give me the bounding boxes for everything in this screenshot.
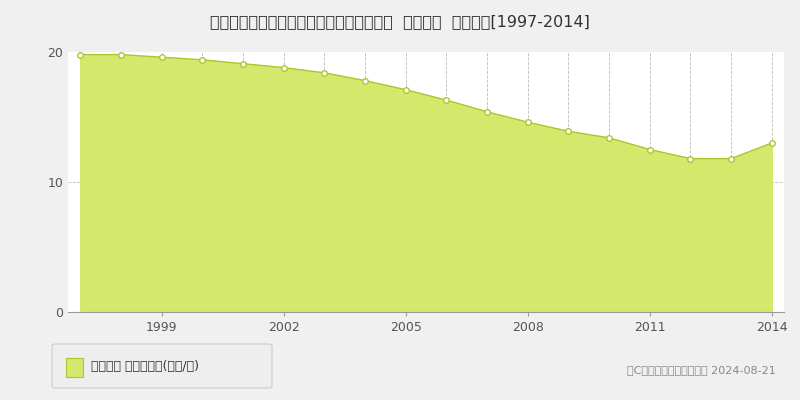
Text: 地価公示 平均坪単価(万円/坪): 地価公示 平均坪単価(万円/坪) <box>91 360 199 372</box>
Text: （C）土地価格ドットコム 2024-08-21: （C）土地価格ドットコム 2024-08-21 <box>627 365 776 375</box>
Text: 福島県いわき市泉玉露６丁目１８番１４外  地価公示  地価推移[1997-2014]: 福島県いわき市泉玉露６丁目１８番１４外 地価公示 地価推移[1997-2014] <box>210 14 590 29</box>
